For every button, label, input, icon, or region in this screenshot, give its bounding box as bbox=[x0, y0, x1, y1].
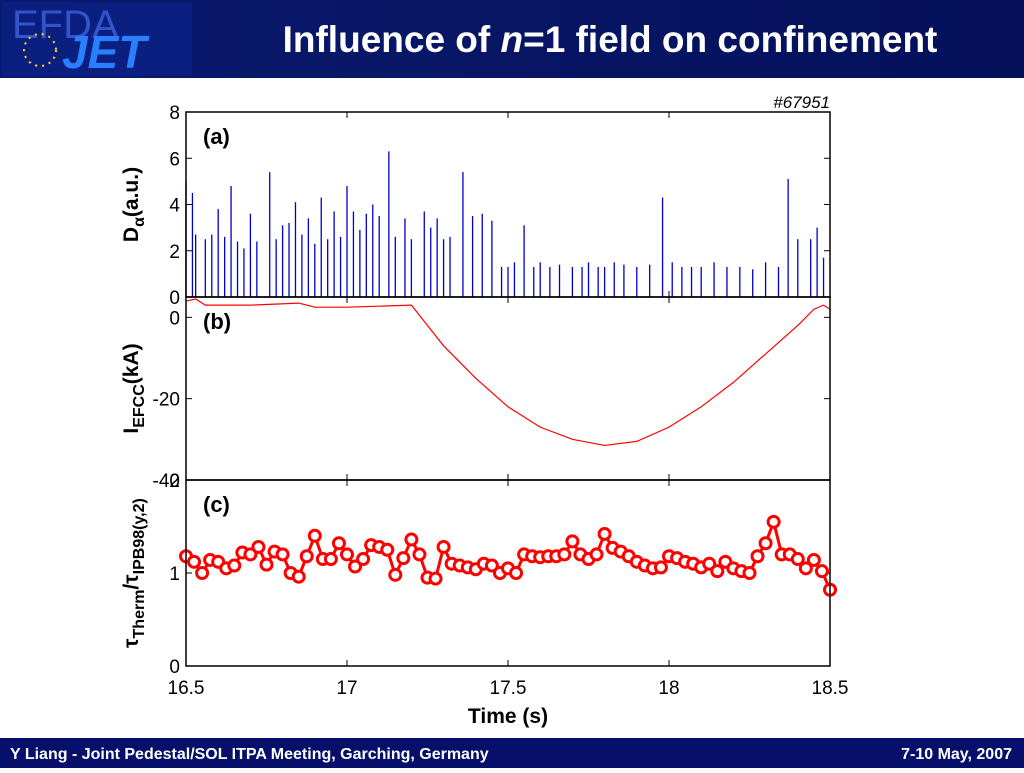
data-point bbox=[388, 567, 403, 582]
logo-stars bbox=[23, 33, 57, 67]
footer-left: Y Liang - Joint Pedestal/SOL ITPA Meetin… bbox=[10, 746, 489, 763]
data-point bbox=[291, 569, 306, 584]
data-point bbox=[597, 526, 612, 541]
slide-title: Influence of n=1 field on confinement bbox=[283, 19, 938, 60]
data-point bbox=[436, 539, 451, 554]
data-point bbox=[806, 552, 821, 567]
y-tick-label: 8 bbox=[169, 103, 180, 124]
x-tick-label: 18.5 bbox=[812, 678, 849, 699]
panel-label: (b) bbox=[203, 309, 231, 334]
data-point bbox=[251, 539, 266, 554]
data-point bbox=[750, 549, 765, 564]
data-point bbox=[412, 547, 427, 562]
logo-box bbox=[2, 2, 192, 76]
y-tick-label: 4 bbox=[169, 196, 180, 217]
y-axis-label: τTherm/τIPB98(y,2) bbox=[120, 498, 148, 648]
data-point bbox=[798, 561, 813, 576]
data-point bbox=[259, 557, 274, 572]
data-point bbox=[484, 558, 499, 573]
data-point bbox=[396, 551, 411, 566]
y-tick-label: 2 bbox=[169, 471, 180, 492]
data-point bbox=[340, 547, 354, 562]
y-tick-label: 1 bbox=[169, 564, 180, 585]
y-axis-label-part: (kA) bbox=[120, 343, 143, 384]
x-axis-label: Time (s) bbox=[468, 705, 548, 728]
title-part: Influence of bbox=[283, 19, 501, 60]
data-point bbox=[565, 534, 580, 549]
data-point bbox=[589, 547, 604, 562]
y-axis-label: IEFCC(kA) bbox=[120, 343, 148, 433]
logo-main: JET bbox=[62, 26, 150, 78]
y-tick-label: 2 bbox=[169, 242, 180, 263]
y-tick-label: 0 bbox=[169, 308, 180, 329]
data-point bbox=[331, 536, 346, 551]
data-point bbox=[653, 560, 668, 575]
data-point bbox=[323, 552, 338, 567]
panel-label: (c) bbox=[203, 492, 230, 517]
x-tick-label: 18 bbox=[658, 678, 679, 699]
data-point bbox=[509, 566, 524, 580]
data-point bbox=[348, 559, 363, 574]
data-point bbox=[275, 547, 290, 562]
y-tick-label: -20 bbox=[153, 390, 180, 411]
data-point bbox=[702, 556, 717, 571]
footer-band bbox=[0, 738, 1024, 768]
panel-label: (a) bbox=[203, 124, 230, 149]
x-tick-label: 17.5 bbox=[490, 678, 527, 699]
y-tick-label: 6 bbox=[169, 149, 180, 170]
y-tick-label: -40 bbox=[153, 471, 180, 492]
x-tick-label: 16.5 bbox=[168, 678, 205, 699]
data-point bbox=[243, 547, 258, 562]
data-point bbox=[187, 554, 202, 569]
logo-top: EFDA bbox=[12, 3, 119, 47]
y-tick-label: 0 bbox=[169, 657, 180, 678]
y-axis-label-part: (a.u.) bbox=[120, 167, 143, 217]
y-axis-label-part: EFCC bbox=[131, 384, 148, 428]
data-point bbox=[380, 542, 395, 557]
y-axis-label-part: I bbox=[120, 428, 143, 434]
data-point bbox=[404, 532, 419, 547]
y-tick-label: 0 bbox=[169, 288, 180, 309]
data-point bbox=[227, 558, 242, 573]
title-part: =1 field on confinement bbox=[523, 19, 937, 60]
data-line bbox=[185, 298, 831, 447]
data-point bbox=[814, 564, 829, 579]
y-axis-label: Dα(a.u.) bbox=[120, 167, 148, 242]
data-point bbox=[557, 547, 572, 562]
charts: 0 2 4 6 8 (a) #67951 Dα(a.u.) 0 -20 -40 (b) IEFCC(kA… bbox=[120, 93, 848, 728]
footer-right: 7-10 May, 2007 bbox=[901, 746, 1012, 763]
data-point bbox=[710, 564, 725, 579]
y-axis-label-part: D bbox=[120, 227, 143, 242]
data-point bbox=[356, 552, 371, 567]
y-axis-label-part: /τ bbox=[120, 574, 143, 590]
title-part: n bbox=[501, 19, 524, 60]
plot-frame bbox=[185, 479, 831, 667]
data-point bbox=[307, 528, 322, 543]
data-point bbox=[790, 552, 805, 567]
data-point bbox=[428, 571, 443, 586]
data-point bbox=[758, 536, 773, 551]
y-axis-label-part: Therm bbox=[131, 590, 148, 639]
data-point bbox=[766, 514, 781, 529]
y-axis-label-part: τ bbox=[120, 638, 143, 648]
y-axis-label-part: α bbox=[131, 217, 148, 227]
data-point bbox=[195, 566, 210, 580]
y-axis-label-part: IPB98(y,2) bbox=[131, 498, 148, 574]
x-tick-label: 17 bbox=[336, 678, 357, 699]
annotation: #67951 bbox=[773, 93, 830, 112]
data-point bbox=[742, 566, 757, 580]
data-point bbox=[299, 549, 314, 564]
plot-frame bbox=[185, 296, 831, 481]
